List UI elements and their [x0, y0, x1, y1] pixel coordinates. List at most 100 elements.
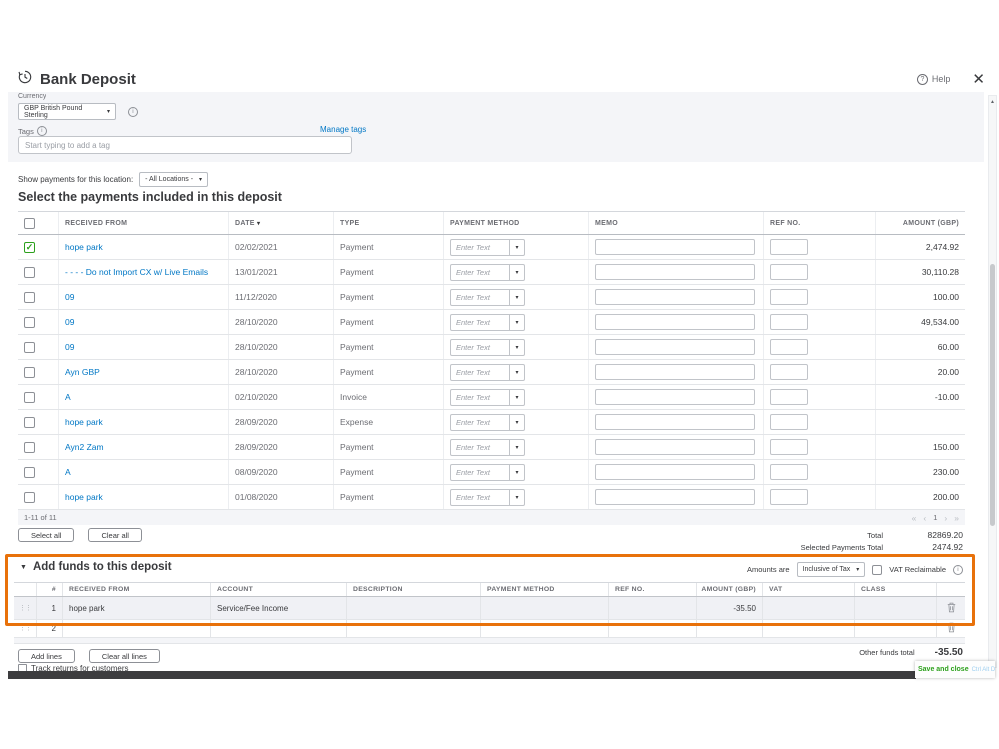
payment-method-combo[interactable]: Enter Text ▾ — [450, 288, 525, 306]
chevron-down-icon[interactable]: ▾ — [509, 364, 524, 380]
received-from-link[interactable]: Ayn GBP — [65, 367, 100, 377]
received-from-link[interactable]: 09 — [65, 317, 75, 327]
account-cell[interactable] — [210, 620, 346, 637]
next-page-icon[interactable]: › — [944, 512, 948, 523]
payment-method-combo[interactable]: Enter Text ▾ — [450, 388, 525, 406]
memo-input[interactable] — [595, 239, 755, 255]
currency-select[interactable]: GBP British Pound Sterling ▾ — [18, 103, 116, 120]
ref-no-input[interactable] — [770, 314, 808, 330]
row-checkbox[interactable]: ✓ — [24, 241, 35, 253]
payment-method-combo[interactable]: Enter Text ▾ — [450, 463, 525, 481]
ref-no-input[interactable] — [770, 414, 808, 430]
received-from-link[interactable]: hope park — [65, 417, 103, 427]
received-from-cell[interactable]: hope park — [62, 597, 210, 619]
col-ref-no[interactable]: REF NO. — [763, 212, 875, 234]
row-checkbox[interactable] — [24, 391, 35, 403]
payment-method-combo[interactable]: Enter Text ▾ — [450, 488, 525, 506]
payment-method-combo[interactable]: Enter Text ▾ — [450, 438, 525, 456]
tags-input[interactable] — [18, 136, 352, 154]
ref-no-input[interactable] — [770, 264, 808, 280]
payment-method-combo[interactable]: Enter Text ▾ — [450, 413, 525, 431]
class-cell[interactable] — [854, 620, 936, 637]
manage-tags-link[interactable]: Manage tags — [320, 125, 367, 134]
vertical-scrollbar[interactable]: ▲ — [988, 95, 997, 668]
payment-method-combo[interactable]: Enter Text ▾ — [450, 313, 525, 331]
payment-method-cell[interactable] — [480, 597, 608, 619]
drag-handle-icon[interactable]: ⋮⋮ — [19, 625, 32, 632]
memo-input[interactable] — [595, 339, 755, 355]
received-from-link[interactable]: 09 — [65, 342, 75, 352]
row-checkbox[interactable] — [24, 266, 35, 278]
ref-no-input[interactable] — [770, 389, 808, 405]
memo-input[interactable] — [595, 264, 755, 280]
amounts-are-select[interactable]: Inclusive of Tax ▾ — [796, 562, 866, 577]
first-page-icon[interactable]: « — [911, 512, 917, 523]
memo-input[interactable] — [595, 414, 755, 430]
amount-cell[interactable] — [696, 620, 762, 637]
payment-method-combo[interactable]: Enter Text ▾ — [450, 338, 525, 356]
memo-input[interactable] — [595, 464, 755, 480]
description-cell[interactable] — [346, 597, 480, 619]
chevron-down-icon[interactable]: ▾ — [509, 439, 524, 455]
scrollbar-thumb[interactable] — [990, 264, 995, 526]
ref-no-input[interactable] — [770, 489, 808, 505]
payment-method-combo[interactable]: Enter Text ▾ — [450, 363, 525, 381]
row-checkbox[interactable] — [24, 441, 35, 453]
memo-input[interactable] — [595, 314, 755, 330]
received-from-link[interactable]: Ayn2 Zam — [65, 442, 104, 452]
chevron-down-icon[interactable]: ▾ — [509, 289, 524, 305]
chevron-down-icon[interactable]: ▾ — [509, 314, 524, 330]
chevron-down-icon[interactable]: ▾ — [509, 489, 524, 505]
payment-method-combo[interactable]: Enter Text ▾ — [450, 263, 525, 281]
row-checkbox[interactable] — [24, 341, 35, 353]
col-type[interactable]: TYPE — [333, 212, 443, 234]
prev-page-icon[interactable]: ‹ — [923, 512, 927, 523]
col-payment-method[interactable]: PAYMENT METHOD — [443, 212, 588, 234]
payment-method-combo[interactable]: Enter Text ▾ — [450, 238, 525, 256]
vat-cell[interactable] — [762, 620, 854, 637]
chevron-down-icon[interactable]: ▾ — [509, 414, 524, 430]
save-and-close-button[interactable]: Save and close Ctrl Alt D ▼ — [915, 661, 999, 678]
received-from-link[interactable]: hope park — [65, 242, 103, 252]
last-page-icon[interactable]: » — [954, 512, 959, 523]
memo-input[interactable] — [595, 439, 755, 455]
currency-info-icon[interactable]: i — [128, 107, 138, 117]
received-from-link[interactable]: A — [65, 392, 71, 402]
col-date[interactable]: DATE ▾ — [228, 212, 333, 234]
col-received-from[interactable]: RECEIVED FROM — [58, 212, 228, 234]
account-cell[interactable]: Service/Fee Income — [210, 597, 346, 619]
add-funds-toggle[interactable]: ▼ Add funds to this deposit — [20, 561, 172, 573]
vat-info-icon[interactable]: i — [953, 564, 963, 575]
trash-icon[interactable] — [947, 622, 956, 635]
close-icon[interactable]: ✕ — [972, 70, 985, 88]
memo-input[interactable] — [595, 389, 755, 405]
clear-all-button[interactable]: Clear all — [88, 528, 142, 542]
description-cell[interactable] — [346, 620, 480, 637]
chevron-down-icon[interactable]: ▾ — [509, 264, 524, 280]
chevron-down-icon[interactable]: ▾ — [509, 464, 524, 480]
ref-no-cell[interactable] — [608, 620, 696, 637]
class-cell[interactable] — [854, 597, 936, 619]
ref-no-input[interactable] — [770, 239, 808, 255]
row-checkbox[interactable] — [24, 416, 35, 428]
vat-cell[interactable] — [762, 597, 854, 619]
chevron-down-icon[interactable]: ▾ — [509, 239, 524, 255]
recent-transactions-icon[interactable] — [18, 70, 32, 89]
chevron-down-icon[interactable]: ▾ — [509, 339, 524, 355]
ref-no-input[interactable] — [770, 464, 808, 480]
received-from-cell[interactable] — [62, 620, 210, 637]
col-memo[interactable]: MEMO — [588, 212, 763, 234]
location-select[interactable]: - All Locations - ▾ — [139, 172, 209, 187]
select-all-checkbox[interactable] — [24, 217, 35, 229]
row-checkbox[interactable] — [24, 316, 35, 328]
received-from-link[interactable]: 09 — [65, 292, 75, 302]
select-all-button[interactable]: Select all — [18, 528, 75, 542]
vat-reclaimable-checkbox[interactable] — [872, 564, 883, 575]
ref-no-input[interactable] — [770, 339, 808, 355]
ref-no-input[interactable] — [770, 364, 808, 380]
received-from-link[interactable]: A — [65, 467, 71, 477]
trash-icon[interactable] — [947, 602, 956, 615]
col-amount[interactable]: AMOUNT (GBP) — [875, 212, 965, 234]
tags-info-icon[interactable]: i — [36, 126, 47, 136]
memo-input[interactable] — [595, 289, 755, 305]
